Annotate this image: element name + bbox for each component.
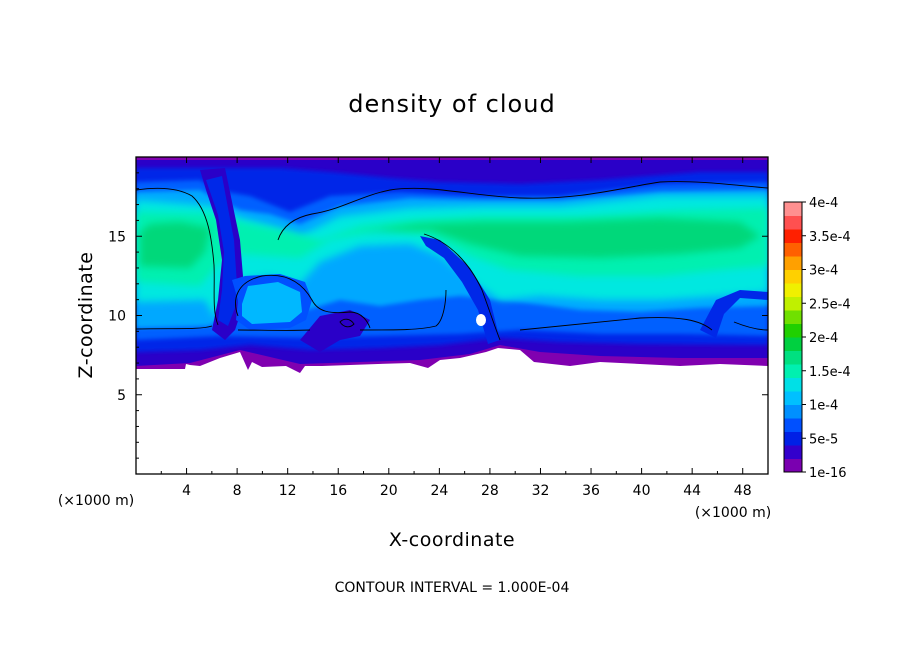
colorbar-swatch xyxy=(784,350,802,365)
colorbar-label-1e-16: 1e-16 xyxy=(809,466,847,481)
colorbar-swatch xyxy=(784,229,802,243)
x-axis-ticks: 4 8 12 16 20 24 28 32 36 40 44 48 xyxy=(160,157,752,499)
density-hole-28km xyxy=(476,314,486,326)
colorbar-swatch xyxy=(784,202,802,216)
y-tick-label-15: 15 xyxy=(108,229,126,245)
x-tick-label-20: 20 xyxy=(380,483,398,499)
contour-baseline xyxy=(136,289,768,331)
density-band-blue-plume-mid xyxy=(420,236,500,344)
contour-interval-note: CONTOUR INTERVAL = 1.000E-04 xyxy=(335,580,570,596)
x-tick-label-32: 32 xyxy=(532,483,550,499)
colorbar-swatch xyxy=(784,364,802,378)
colorbar-swatch xyxy=(784,431,802,446)
colorbar-swatch xyxy=(784,391,802,405)
x-tick-label-36: 36 xyxy=(582,483,600,499)
plot-area xyxy=(136,157,768,474)
colorbar-swatch xyxy=(784,445,802,459)
colorbar-swatch xyxy=(784,296,802,311)
colorbar-swatch xyxy=(784,404,802,419)
colorbar-label-1e-4: 1e-4 xyxy=(809,399,838,414)
x-unit-left: (×1000 m) xyxy=(58,493,134,509)
colorbar-swatch xyxy=(784,283,802,297)
density-band-green xyxy=(140,218,760,268)
colorbar-label-4e-4: 4e-4 xyxy=(809,196,838,211)
y-tick-label-5: 5 xyxy=(117,388,126,404)
y-tick-label-10: 10 xyxy=(108,309,126,325)
colorbar-swatch xyxy=(784,323,802,338)
x-tick-label-44: 44 xyxy=(683,483,701,499)
chart-title: density of cloud xyxy=(348,90,555,118)
x-tick-label-16: 16 xyxy=(329,483,347,499)
colorbar-label-2.5e-4: 2.5e-4 xyxy=(809,297,851,312)
colorbar-swatch xyxy=(784,215,802,230)
x-unit-right: (×1000 m) xyxy=(695,505,771,521)
colorbar-label-2e-4: 2e-4 xyxy=(809,331,838,346)
contour-hook xyxy=(423,233,501,341)
colorbar-label-5e-5: 5e-5 xyxy=(809,432,838,447)
x-tick-label-24: 24 xyxy=(430,483,448,499)
contour-lines xyxy=(136,181,768,341)
density-band-cyan-bubble xyxy=(242,282,302,324)
colorbar: 1e-16 5e-5 1e-4 1.5e-4 2e-4 2.5e-4 3e-4 3.5e-4 4… xyxy=(783,196,851,481)
x-tick-label-40: 40 xyxy=(633,483,651,499)
colorbar-swatch xyxy=(784,337,802,351)
x-tick-label-12: 12 xyxy=(279,483,297,499)
colorbar-swatch xyxy=(784,310,802,324)
x-tick-label-28: 28 xyxy=(481,483,499,499)
colorbar-swatch xyxy=(784,269,802,284)
colorbar-swatch xyxy=(784,458,802,473)
colorbar-swatch xyxy=(784,242,802,257)
y-axis-label: Z-coordinate xyxy=(75,252,97,379)
contour-bubble xyxy=(235,274,371,329)
colorbar-label-1.5e-4: 1.5e-4 xyxy=(809,365,851,380)
density-band-blue-plume-left xyxy=(206,176,238,326)
density-band-blue-plume-right xyxy=(700,290,768,338)
contour-inner-swirl xyxy=(339,318,355,328)
colorbar-swatch xyxy=(784,377,802,392)
contour-outer-main xyxy=(277,181,768,241)
x-axis-label: X-coordinate xyxy=(389,529,515,551)
y-axis-ticks: 5 10 15 xyxy=(108,172,768,459)
density-band-lower-mix xyxy=(300,310,370,352)
contour-outer-upper xyxy=(136,187,219,326)
colorbar-label-3.5e-4: 3.5e-4 xyxy=(809,230,851,245)
x-tick-label-4: 4 xyxy=(182,483,191,499)
colorbar-swatch xyxy=(784,418,802,432)
x-tick-label-48: 48 xyxy=(734,483,752,499)
colorbar-swatch xyxy=(784,256,802,270)
cloud-density-field xyxy=(136,157,768,373)
x-tick-label-8: 8 xyxy=(233,483,242,499)
colorbar-label-3e-4: 3e-4 xyxy=(809,264,838,279)
